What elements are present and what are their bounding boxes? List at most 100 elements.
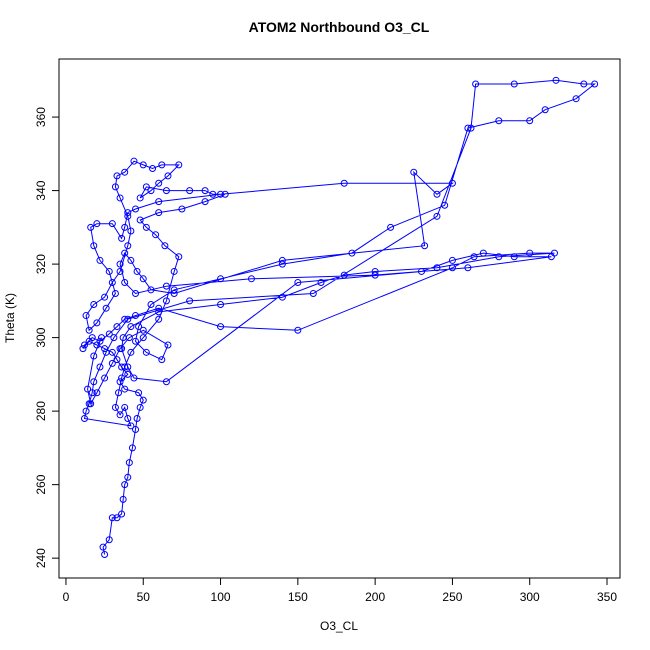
data-point xyxy=(278,256,286,264)
data-point xyxy=(294,278,302,286)
data-point xyxy=(79,345,87,353)
data-point xyxy=(105,267,113,275)
data-point xyxy=(135,323,143,331)
data-point xyxy=(113,514,121,522)
data-point xyxy=(133,267,141,275)
data-point xyxy=(162,282,170,290)
data-point xyxy=(102,348,110,356)
data-point xyxy=(111,403,119,411)
data-point xyxy=(124,370,132,378)
y-tick-label: 240 xyxy=(34,548,48,568)
data-point xyxy=(340,179,348,187)
data-point xyxy=(127,227,135,235)
data-point xyxy=(161,242,169,250)
data-point xyxy=(175,253,183,261)
data-point xyxy=(111,183,119,191)
data-point xyxy=(162,378,170,386)
data-point xyxy=(127,323,135,331)
data-point xyxy=(510,253,518,261)
data-point xyxy=(132,312,140,320)
data-point xyxy=(124,209,132,217)
data-point xyxy=(81,341,89,349)
data-point xyxy=(132,426,140,434)
data-point xyxy=(101,345,109,353)
data-point xyxy=(128,444,136,452)
y-tick-label: 320 xyxy=(34,254,48,274)
data-point xyxy=(371,267,379,275)
data-point xyxy=(108,278,116,286)
x-tick-label: 100 xyxy=(211,590,231,604)
data-point xyxy=(495,117,503,125)
data-point xyxy=(317,278,325,286)
data-point xyxy=(155,198,163,206)
data-point xyxy=(572,95,580,103)
data-point xyxy=(170,267,178,275)
data-point xyxy=(526,249,534,257)
data-point xyxy=(133,414,141,422)
data-point xyxy=(175,161,183,169)
data-point xyxy=(90,378,98,386)
data-point xyxy=(217,323,225,331)
data-point xyxy=(101,374,109,382)
data-point xyxy=(186,297,194,305)
data-point xyxy=(470,253,478,261)
data-point xyxy=(121,278,129,286)
data-point xyxy=(93,389,101,397)
data-point xyxy=(139,161,147,169)
data-point xyxy=(121,315,129,323)
data-point xyxy=(433,264,441,272)
data-point xyxy=(294,326,302,334)
data-point xyxy=(155,308,163,316)
data-point xyxy=(124,363,132,371)
data-point xyxy=(88,334,96,342)
data-point xyxy=(132,290,140,298)
data-point xyxy=(278,293,286,301)
data-point xyxy=(479,249,487,257)
data-point xyxy=(421,242,429,250)
data-point xyxy=(105,330,113,338)
data-point xyxy=(96,256,104,264)
data-point xyxy=(116,194,124,202)
data-point xyxy=(130,157,138,165)
data-point xyxy=(88,389,96,397)
data-point xyxy=(162,297,170,305)
data-point xyxy=(348,249,356,257)
data-point xyxy=(217,190,225,198)
data-point xyxy=(111,290,119,298)
data-point xyxy=(170,286,178,294)
data-point xyxy=(139,334,147,342)
data-point xyxy=(124,212,132,220)
data-point xyxy=(121,168,129,176)
data-point xyxy=(124,414,132,422)
data-point xyxy=(433,212,441,220)
data-point xyxy=(116,378,124,386)
data-point xyxy=(495,253,503,261)
data-point xyxy=(178,205,186,213)
data-point xyxy=(472,80,480,88)
data-point xyxy=(147,286,155,294)
data-point xyxy=(124,315,132,323)
data-point xyxy=(119,495,127,503)
data-point xyxy=(162,187,170,195)
x-tick-label: 200 xyxy=(365,590,385,604)
data-point xyxy=(278,260,286,268)
data-point xyxy=(118,510,126,518)
data-point xyxy=(464,124,472,132)
data-point xyxy=(99,543,107,551)
y-tick-label: 280 xyxy=(34,401,48,421)
data-point xyxy=(96,337,104,345)
data-point xyxy=(105,536,113,544)
data-point xyxy=(217,275,225,283)
data-point xyxy=(201,198,209,206)
data-point xyxy=(155,209,163,217)
y-tick-label: 300 xyxy=(34,327,48,347)
data-point xyxy=(155,315,163,323)
data-point xyxy=(108,359,116,367)
y-tick-label: 360 xyxy=(34,107,48,127)
x-tick-label: 250 xyxy=(442,590,462,604)
data-point xyxy=(136,194,144,202)
data-point xyxy=(135,389,143,397)
data-point xyxy=(418,267,426,275)
data-point xyxy=(340,271,348,279)
data-point xyxy=(121,249,129,257)
